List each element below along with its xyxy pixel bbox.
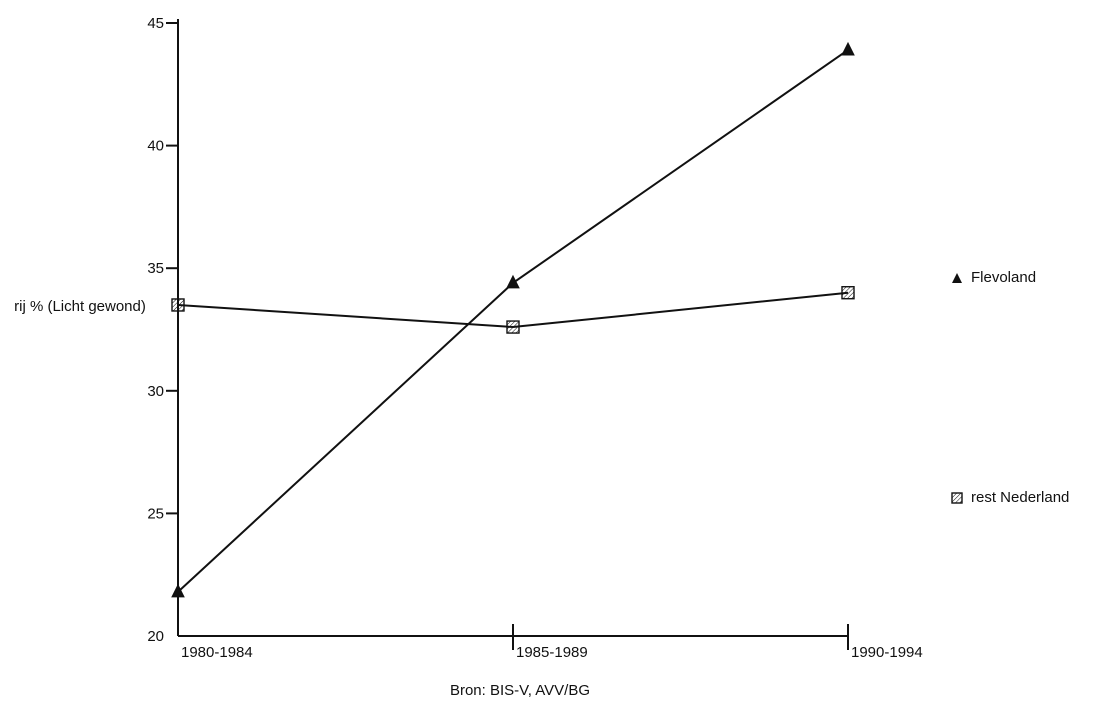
y-axis-ticks: 20 25 30 35 40 45 <box>147 15 178 645</box>
legend-item-flevoland: Flevoland <box>950 269 1036 286</box>
y-axis-label: rij % (Licht gewond) <box>14 298 146 315</box>
data-point-square <box>841 286 855 300</box>
legend-hatched-square-icon <box>950 491 964 505</box>
source-note: Bron: BIS-V, AVV/BG <box>449 682 591 699</box>
y-tick-label: 25 <box>147 505 164 522</box>
y-tick-label: 35 <box>147 260 164 277</box>
x-axis-ticks: 1980-1984 1985-1989 1990-1994 <box>181 624 923 661</box>
data-point-rest-nederland <box>506 320 520 334</box>
data-point-rest-nederland <box>171 298 185 312</box>
data-point-square <box>506 320 520 334</box>
legend-item-rest-nederland: rest Nederland <box>950 489 1069 506</box>
y-tick-label: 20 <box>147 628 164 645</box>
series-group <box>171 41 855 598</box>
x-tick-label: 1985-1989 <box>516 644 588 661</box>
legend-label-rest-nederland: rest Nederland <box>971 489 1070 506</box>
x-tick-label: 1990-1994 <box>851 644 923 661</box>
data-point-flevoland <box>171 583 185 598</box>
data-point-flevoland <box>506 274 520 289</box>
data-point-flevoland <box>841 41 855 56</box>
y-tick-label: 30 <box>147 383 164 400</box>
x-tick-label: 1980-1984 <box>181 644 253 661</box>
y-tick-label: 40 <box>147 138 164 155</box>
legend-label-flevoland: Flevoland <box>971 269 1037 286</box>
y-tick-label: 45 <box>147 15 164 32</box>
data-point-rest-nederland <box>841 286 855 300</box>
legend-triangle-icon <box>950 271 964 285</box>
data-point-square <box>171 298 185 312</box>
